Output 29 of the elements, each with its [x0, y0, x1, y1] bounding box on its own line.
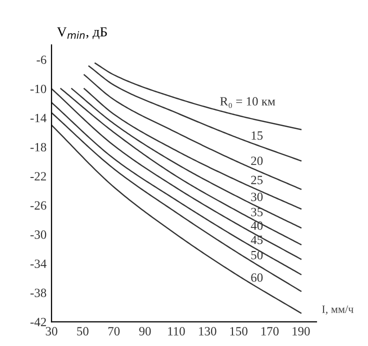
y-axis-title: V$_{min}$, дБ — [56, 27, 107, 40]
x-tick-label: 170 — [261, 327, 279, 336]
x-tick-label: 150 — [230, 327, 248, 336]
y-tick-label: -18 — [30, 142, 46, 152]
y-tick-label: -14 — [30, 114, 46, 122]
y-tick-label: -42 — [30, 318, 46, 326]
y-tick-label: -6 — [36, 56, 46, 64]
series-label: 60 — [251, 273, 263, 282]
x-axis-title: I, мм/ч — [322, 306, 354, 315]
x-tick-label: 30 — [46, 327, 58, 336]
x-tick-label: 190 — [292, 327, 310, 336]
x-tick-label: 50 — [77, 327, 88, 336]
series-label: 25 — [251, 176, 263, 184]
series-label: 35 — [251, 208, 263, 216]
x-tick-label: 70 — [108, 327, 120, 336]
y-tick-label: -30 — [30, 230, 46, 239]
y-tick-label: -22 — [30, 172, 46, 180]
series-label: 30 — [251, 192, 263, 202]
y-tick-label: -26 — [30, 201, 46, 210]
y-tick-label: -10 — [30, 84, 46, 94]
y-tick-label: -38 — [30, 288, 46, 298]
x-tick-label: 90 — [139, 327, 151, 336]
x-tick-label: 110 — [168, 327, 185, 336]
series-label: 20 — [251, 156, 263, 166]
x-tick-label: 130 — [199, 327, 216, 336]
series-label: 40 — [250, 221, 263, 230]
series-label: R₀ = 10 км — [220, 97, 276, 108]
series-label: 15 — [252, 131, 263, 140]
y-tick-label: -34 — [30, 260, 46, 268]
